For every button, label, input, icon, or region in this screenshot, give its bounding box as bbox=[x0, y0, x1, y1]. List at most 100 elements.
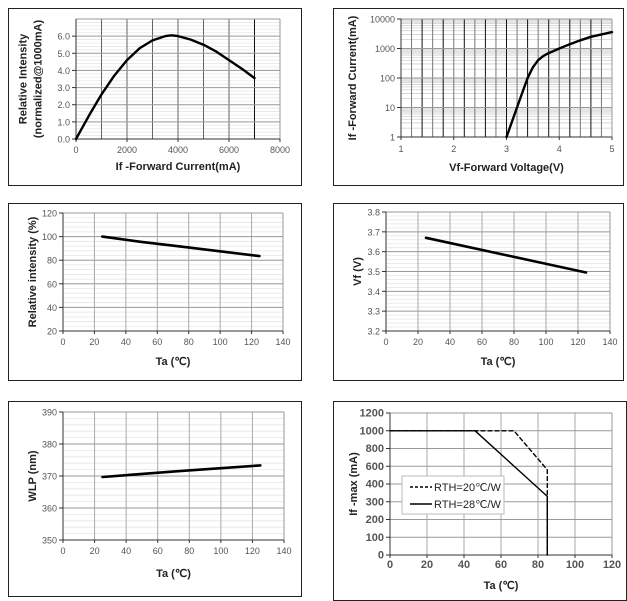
chart-intensity-vs-current: 0.0 1.0 2.0 3.0 4.0 5.0 6.0 0 2000 4000 6000 8000 If… bbox=[18, 19, 291, 173]
x-tick-label: 8000 bbox=[270, 145, 290, 155]
y-tick-label: 100 bbox=[380, 74, 395, 84]
x-tick-label: 60 bbox=[153, 546, 163, 556]
x-tick-label: 0 bbox=[387, 559, 393, 571]
x-tick-label: 0 bbox=[73, 145, 78, 155]
x-axis-label: Ta (℃) bbox=[481, 356, 516, 368]
x-tick-label: 4 bbox=[557, 144, 562, 154]
chart-ifmax-vs-temp: 0 100 200 300 400 600 800 1000 1200 0 20 40 60 80 100 1… bbox=[348, 408, 621, 593]
y-tick-label: 10 bbox=[385, 103, 395, 113]
x-axis-label: Vf-Forward Voltage(V) bbox=[449, 162, 564, 174]
x-tick-label: 80 bbox=[509, 337, 519, 347]
y-axis-label: (normalized@1000mA) bbox=[33, 20, 45, 139]
x-tick-label: 100 bbox=[213, 337, 228, 347]
y-tick-label: 0.0 bbox=[57, 135, 70, 145]
y-tick-label: 390 bbox=[42, 408, 57, 418]
y-tick-label: 1000 bbox=[360, 425, 384, 437]
x-tick-label: 120 bbox=[245, 546, 260, 556]
y-tick-label: 400 bbox=[366, 479, 384, 491]
x-tick-label: 2000 bbox=[117, 145, 137, 155]
y-tick-label: 1 bbox=[390, 133, 395, 143]
y-tick-label: 600 bbox=[366, 461, 384, 473]
y-tick-label: 350 bbox=[42, 536, 57, 546]
y-axis-label: Relative intensity (%) bbox=[27, 216, 39, 327]
x-tick-label: 100 bbox=[213, 546, 228, 556]
x-tick-label: 20 bbox=[89, 337, 99, 347]
y-tick-label: 1200 bbox=[360, 408, 384, 420]
y-tick-label: 800 bbox=[366, 443, 384, 455]
x-tick-label: 100 bbox=[538, 337, 553, 347]
y-axis-label: Vf (V) bbox=[352, 257, 364, 286]
x-tick-label: 3 bbox=[504, 144, 509, 154]
y-tick-label: 2.0 bbox=[57, 100, 70, 110]
y-tick-label: 120 bbox=[42, 209, 57, 219]
legend-label: RTH=20℃/W bbox=[434, 482, 501, 494]
x-tick-label: 4000 bbox=[168, 145, 188, 155]
x-axis-label: If -Forward Current(mA) bbox=[116, 161, 241, 173]
x-tick-label: 40 bbox=[121, 337, 131, 347]
y-tick-label: 380 bbox=[42, 440, 57, 450]
chart-vf-vs-temp: 3.2 3.3 3.4 3.5 3.6 3.7 3.8 0 20 40 60 80 100 120 140 T… bbox=[352, 208, 618, 369]
y-tick-label: 3.3 bbox=[367, 307, 380, 317]
y-tick-label: 200 bbox=[366, 514, 384, 526]
y-tick-label: 80 bbox=[47, 256, 57, 266]
x-tick-label: 2 bbox=[451, 144, 456, 154]
y-tick-label: 40 bbox=[47, 303, 57, 313]
y-tick-label: 60 bbox=[47, 279, 57, 289]
y-tick-label: 5.0 bbox=[57, 49, 70, 59]
horizontal-gridlines bbox=[72, 36, 280, 139]
y-tick-label: 3.8 bbox=[367, 208, 380, 218]
y-tick-label: 360 bbox=[42, 504, 57, 514]
x-tick-label: 40 bbox=[121, 546, 131, 556]
y-tick-label: 370 bbox=[42, 472, 57, 482]
x-tick-label: 140 bbox=[276, 546, 291, 556]
y-tick-label: 3.2 bbox=[367, 327, 380, 337]
minor-gridlines bbox=[63, 213, 283, 331]
chart-current-vs-voltage: 1 10 100 1000 10000 1 2 3 4 5 Vf-Forward Voltage(V… bbox=[347, 15, 615, 175]
y-tick-label: 3.4 bbox=[367, 287, 380, 297]
x-tick-label: 120 bbox=[244, 337, 259, 347]
y-tick-label: 300 bbox=[366, 496, 384, 508]
y-tick-label: 6.0 bbox=[57, 32, 70, 42]
x-tick-label: 80 bbox=[184, 546, 194, 556]
x-tick-label: 20 bbox=[90, 546, 100, 556]
y-axis-label: WLP (nm) bbox=[27, 450, 39, 501]
y-tick-label: 3.5 bbox=[367, 267, 380, 277]
y-tick-label: 3.0 bbox=[57, 83, 70, 93]
x-tick-label: 5 bbox=[609, 144, 614, 154]
x-tick-label: 80 bbox=[532, 559, 544, 571]
y-tick-label: 20 bbox=[47, 327, 57, 337]
x-tick-label: 40 bbox=[458, 559, 470, 571]
y-tick-label: 1.0 bbox=[57, 117, 70, 127]
y-tick-label: 10000 bbox=[370, 15, 395, 25]
x-tick-label: 0 bbox=[383, 337, 388, 347]
x-tick-label: 120 bbox=[570, 337, 585, 347]
x-tick-label: 40 bbox=[445, 337, 455, 347]
y-axis-label: If -Forward Current(mA) bbox=[347, 15, 359, 140]
x-tick-label: 6000 bbox=[219, 145, 239, 155]
x-tick-label: 20 bbox=[413, 337, 423, 347]
y-axis-label: Relative Intensity bbox=[18, 33, 30, 124]
y-tick-label: 1000 bbox=[375, 44, 395, 54]
x-axis-label: Ta (℃) bbox=[156, 356, 191, 368]
y-tick-label: 100 bbox=[42, 232, 57, 242]
x-tick-label: 1 bbox=[398, 144, 403, 154]
chart-wlp-vs-temp: 350 360 370 380 390 0 20 40 60 80 100 120 140 Ta (℃) W… bbox=[27, 408, 292, 581]
x-tick-label: 140 bbox=[602, 337, 617, 347]
y-tick-label: 3.7 bbox=[367, 227, 380, 237]
x-tick-label: 20 bbox=[421, 559, 433, 571]
x-tick-label: 60 bbox=[477, 337, 487, 347]
legend-label: RTH=28℃/W bbox=[434, 499, 501, 511]
x-axis-label: Ta (℃) bbox=[156, 568, 191, 580]
y-tick-label: 3.6 bbox=[367, 247, 380, 257]
x-tick-label: 120 bbox=[603, 559, 621, 571]
y-tick-label: 100 bbox=[366, 532, 384, 544]
y-tick-label: 4.0 bbox=[57, 66, 70, 76]
legend: RTH=20℃/W RTH=28℃/W bbox=[402, 476, 504, 514]
y-tick-label: 0 bbox=[378, 550, 384, 562]
x-tick-label: 60 bbox=[152, 337, 162, 347]
x-tick-label: 60 bbox=[495, 559, 507, 571]
x-tick-label: 100 bbox=[566, 559, 584, 571]
x-tick-label: 0 bbox=[60, 546, 65, 556]
